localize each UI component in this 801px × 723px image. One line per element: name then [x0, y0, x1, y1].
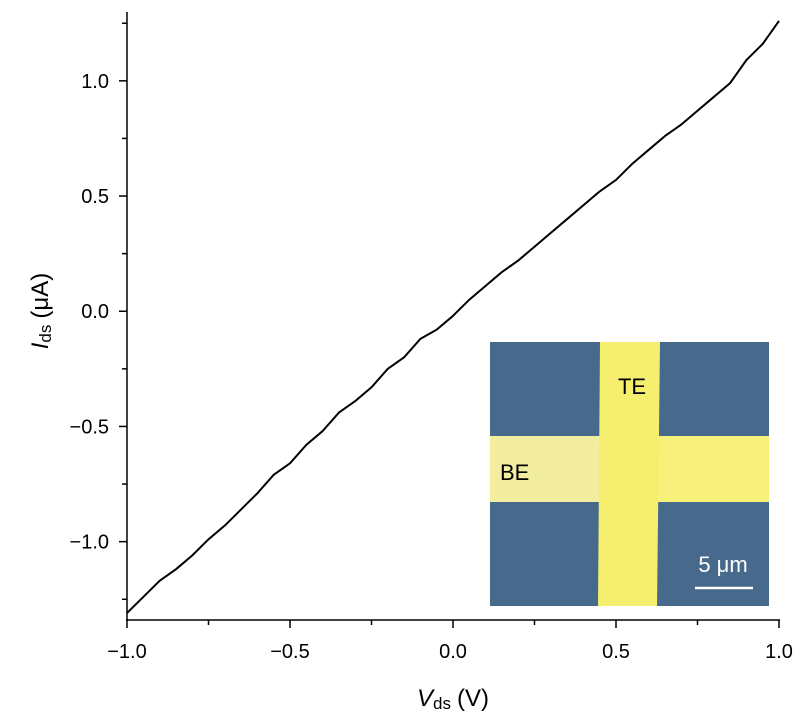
- x-axis-label: Vds (V): [417, 685, 489, 713]
- inset-label: TE: [618, 374, 646, 399]
- y-label-symbol: I: [27, 342, 54, 349]
- data-line: [126, 20, 780, 614]
- bottom-electrode-left: [490, 436, 600, 502]
- x-label-unit: (V): [457, 685, 489, 712]
- y-tick-label: 0.5: [81, 186, 109, 208]
- scale-bar-label: 5 μm: [698, 552, 747, 577]
- y-label-unit: (μA): [27, 273, 54, 319]
- x-tick-label: −1.0: [107, 641, 146, 663]
- y-tick-label: −1.0: [70, 532, 109, 554]
- y-tick-label: 1.0: [81, 71, 109, 93]
- x-label-symbol: V: [417, 685, 435, 712]
- x-tick-label: 0.5: [602, 641, 630, 663]
- x-tick-label: 1.0: [765, 641, 793, 663]
- inset-label: BE: [500, 460, 529, 485]
- x-tick-label: 0.0: [439, 641, 467, 663]
- top-electrode: [598, 342, 660, 606]
- y-tick-label: −0.5: [70, 416, 109, 438]
- inset-image: TE BE 5 μm: [490, 342, 769, 606]
- y-label-subscript: ds: [36, 325, 55, 343]
- y-axis-label: Ids (μA): [27, 273, 55, 349]
- x-tick-label: −0.5: [270, 641, 309, 663]
- y-tick-label: 0.0: [81, 301, 109, 323]
- x-label-subscript: ds: [433, 694, 451, 713]
